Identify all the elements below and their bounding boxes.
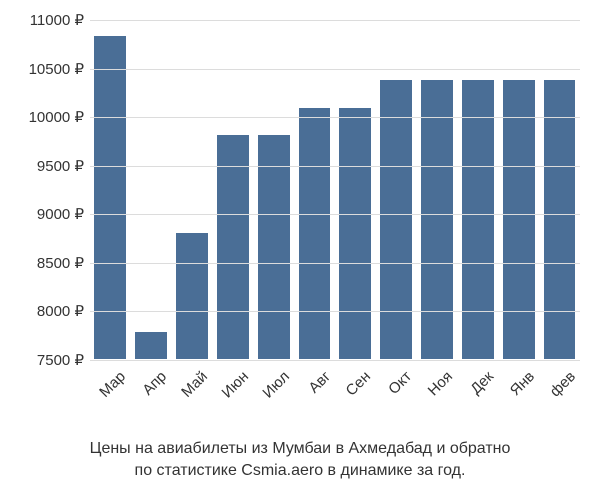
gridline — [90, 311, 580, 312]
price-chart: 7500 ₽ 8000 ₽ 8500 ₽ 9000 ₽ 9500 ₽ 10000 ₽ 105… — [0, 0, 600, 500]
bar-slot — [376, 20, 417, 359]
x-tick-label: фев — [531, 368, 578, 415]
bar — [421, 80, 453, 359]
bar-slot — [539, 20, 580, 359]
bar-slot — [498, 20, 539, 359]
bar — [544, 80, 576, 359]
x-tick-label: Июл — [245, 368, 292, 415]
x-tick-label: Ноя — [409, 368, 456, 415]
gridline — [90, 263, 580, 264]
bar — [503, 80, 535, 359]
bar — [135, 332, 167, 359]
bar — [380, 80, 412, 359]
y-tick-label: 9500 ₽ — [37, 157, 84, 175]
bar-slot — [90, 20, 131, 359]
gridline — [90, 166, 580, 167]
y-tick-label: 11000 ₽ — [30, 11, 84, 29]
bar-slot — [457, 20, 498, 359]
y-tick-label: 10000 ₽ — [29, 108, 84, 126]
gridline — [90, 117, 580, 118]
bar — [462, 80, 494, 359]
bar-slot — [335, 20, 376, 359]
gridline — [90, 69, 580, 70]
gridline — [90, 360, 580, 361]
x-tick-label: Дек — [450, 368, 497, 415]
x-tick-label: Окт — [368, 368, 415, 415]
y-tick-label: 8500 ₽ — [37, 254, 84, 272]
x-tick-label: Мар — [82, 368, 129, 415]
caption-line-1: Цены на авиабилеты из Мумбаи в Ахмедабад… — [0, 438, 600, 460]
y-tick-label: 7500 ₽ — [37, 351, 84, 369]
x-tick-label: Апр — [123, 368, 170, 415]
bar-slot — [212, 20, 253, 359]
plot-area — [90, 20, 580, 360]
x-tick-label: Янв — [490, 368, 537, 415]
y-tick-label: 10500 ₽ — [29, 60, 84, 78]
bar-slot — [417, 20, 458, 359]
bar — [258, 135, 290, 359]
caption-line-2: по статистике Csmia.aero в динамике за г… — [0, 460, 600, 482]
bar-slot — [253, 20, 294, 359]
gridline — [90, 214, 580, 215]
x-tick-label: Июн — [205, 368, 252, 415]
gridline — [90, 20, 580, 21]
bar-slot — [131, 20, 172, 359]
y-tick-label: 8000 ₽ — [37, 302, 84, 320]
bar-slot — [172, 20, 213, 359]
bar-slot — [294, 20, 335, 359]
x-tick-label: Май — [164, 368, 211, 415]
bars-container — [90, 20, 580, 359]
y-tick-label: 9000 ₽ — [37, 205, 84, 223]
bar — [299, 108, 331, 359]
bar — [176, 233, 208, 359]
x-tick-label: Авг — [286, 368, 333, 415]
bar — [217, 135, 249, 359]
bar — [339, 108, 371, 359]
x-tick-label: Сен — [327, 368, 374, 415]
